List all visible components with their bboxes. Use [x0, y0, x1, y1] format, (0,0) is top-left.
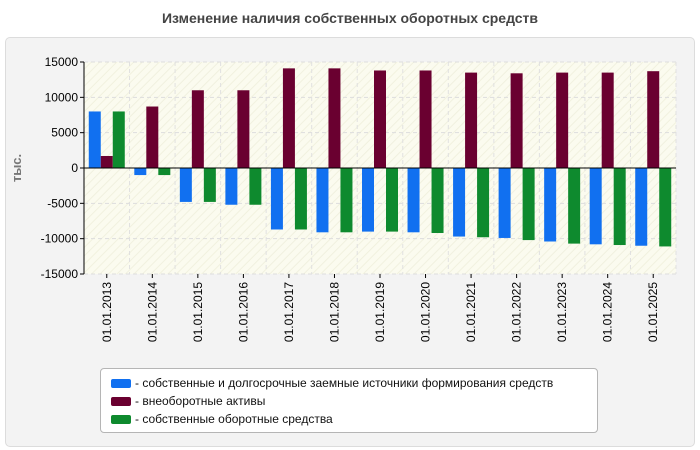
x-tick-label: 01.01.2013: [100, 282, 114, 342]
bar-series-1-01.01.2021: [453, 168, 466, 237]
y-tick-label: 10000: [45, 90, 79, 104]
x-tick-label: 01.01.2020: [419, 282, 433, 342]
bar-series-3-01.01.2013: [112, 111, 125, 168]
y-tick-label: -5000: [47, 196, 78, 210]
y-tick-label: 15000: [45, 55, 79, 69]
bar-series-3-01.01.2020: [431, 168, 444, 234]
x-tick-label: 01.01.2019: [373, 282, 387, 342]
x-tick-label: 01.01.2023: [555, 282, 569, 342]
y-axis-label: тыс.: [9, 154, 24, 182]
bar-series-3-01.01.2025: [659, 168, 672, 247]
bar-series-3-01.01.2019: [386, 168, 398, 232]
x-tick-label: 01.01.2014: [145, 282, 159, 342]
bar-series-3-01.01.2021: [477, 168, 490, 238]
legend-label: - внеоборотные активы: [135, 394, 266, 408]
legend-swatch: [111, 414, 131, 424]
y-tick-label: -15000: [41, 267, 79, 281]
legend-item-1: - собственные и долгосрочные заемные ист…: [111, 374, 597, 392]
y-tick-label: 0: [71, 161, 78, 175]
bar-series-1-01.01.2016: [225, 168, 238, 205]
bar-series-3-01.01.2018: [340, 168, 353, 233]
y-tick-label: -10000: [41, 232, 79, 246]
bar-series-2-01.01.2013: [100, 155, 113, 168]
x-tick-label: 01.01.2022: [510, 282, 524, 342]
bar-series-1-01.01.2019: [362, 168, 374, 232]
bar-series-2-01.01.2023: [556, 72, 569, 168]
bar-series-2-01.01.2022: [510, 73, 523, 168]
bar-series-1-01.01.2015: [179, 168, 192, 202]
bar-series-2-01.01.2016: [237, 90, 250, 168]
bar-series-2-01.01.2024: [601, 72, 614, 168]
legend: - собственные и долгосрочные заемные ист…: [100, 368, 598, 433]
x-tick-label: 01.01.2015: [191, 282, 205, 342]
bar-series-1-01.01.2020: [407, 168, 420, 233]
legend-label: - собственные и долгосрочные заемные ист…: [135, 376, 554, 390]
y-tick-label: 5000: [51, 126, 78, 140]
bar-series-2-01.01.2020: [419, 70, 432, 168]
x-tick-label: 01.01.2017: [282, 282, 296, 342]
bar-series-1-01.01.2024: [589, 168, 602, 245]
bar-series-1-01.01.2022: [498, 168, 511, 238]
bar-series-1-01.01.2014: [134, 168, 147, 176]
bar-series-2-01.01.2019: [374, 70, 386, 168]
legend-swatch: [111, 378, 131, 388]
bar-series-3-01.01.2017: [294, 168, 307, 230]
x-tick-label: 01.01.2021: [464, 282, 478, 342]
bar-series-2-01.01.2025: [647, 71, 660, 168]
bar-series-3-01.01.2015: [203, 168, 216, 202]
bar-series-1-01.01.2018: [316, 168, 329, 233]
bar-series-2-01.01.2018: [328, 68, 341, 168]
bar-series-2-01.01.2015: [191, 90, 204, 168]
bar-series-2-01.01.2017: [282, 68, 295, 168]
bar-series-3-01.01.2023: [568, 168, 581, 244]
chart-title: Изменение наличия собственных оборотных …: [161, 10, 539, 26]
bar-series-2-01.01.2021: [465, 72, 478, 168]
x-tick-label: 01.01.2018: [327, 282, 341, 342]
x-tick-label: 01.01.2016: [236, 282, 250, 342]
legend-item-2: - внеоборотные активы: [111, 392, 597, 410]
bar-series-3-01.01.2014: [158, 168, 171, 176]
legend-label: - собственные оборотные средства: [135, 412, 333, 426]
bar-series-2-01.01.2014: [146, 106, 159, 168]
bar-series-1-01.01.2025: [635, 168, 648, 246]
legend-swatch: [111, 396, 131, 406]
bar-series-3-01.01.2016: [249, 168, 262, 205]
x-tick-label: 01.01.2024: [601, 282, 615, 342]
x-tick-label: 01.01.2025: [646, 282, 660, 342]
bar-series-1-01.01.2017: [270, 168, 283, 230]
bar-series-1-01.01.2023: [544, 168, 557, 242]
bar-series-3-01.01.2022: [522, 168, 535, 241]
legend-item-3: - собственные оборотные средства: [111, 410, 597, 428]
bar-series-1-01.01.2013: [88, 111, 101, 168]
bar-series-3-01.01.2024: [613, 168, 626, 246]
